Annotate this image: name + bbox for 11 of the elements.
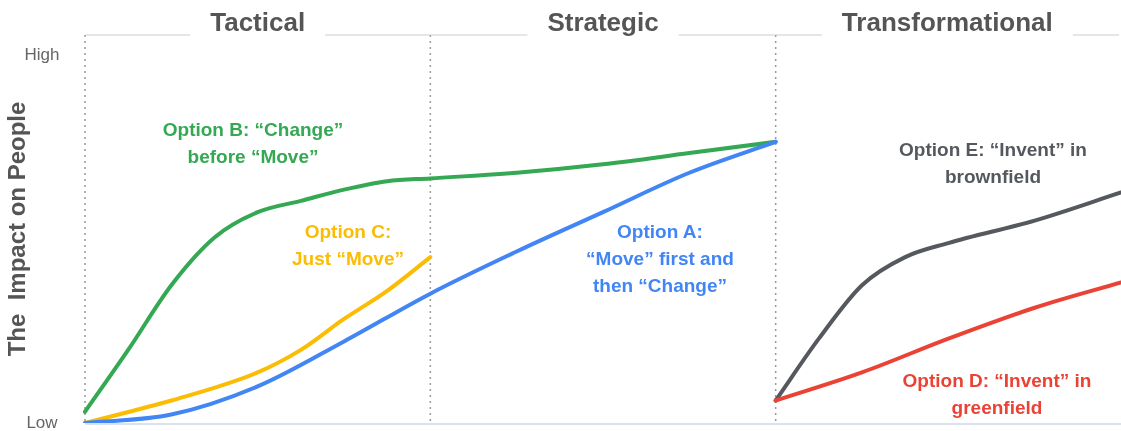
series-label: Option A: “Move” first and then “Change” bbox=[586, 221, 734, 296]
text: Transformational bbox=[841, 7, 1053, 38]
series-label: Option C: Just “Move” bbox=[292, 221, 404, 269]
text: High bbox=[24, 44, 60, 64]
text: Strategic bbox=[547, 7, 659, 38]
text: Tactical bbox=[210, 7, 306, 38]
text: Low bbox=[26, 412, 59, 431]
series-label: Option E: “Invent” in brownfield bbox=[899, 139, 1087, 187]
y-axis-title: The Impact on People bbox=[3, 101, 31, 357]
series-label: Option B: “Change” before “Move” bbox=[162, 119, 344, 167]
series-label: Option D: “Invent” in greenfield bbox=[902, 370, 1092, 418]
